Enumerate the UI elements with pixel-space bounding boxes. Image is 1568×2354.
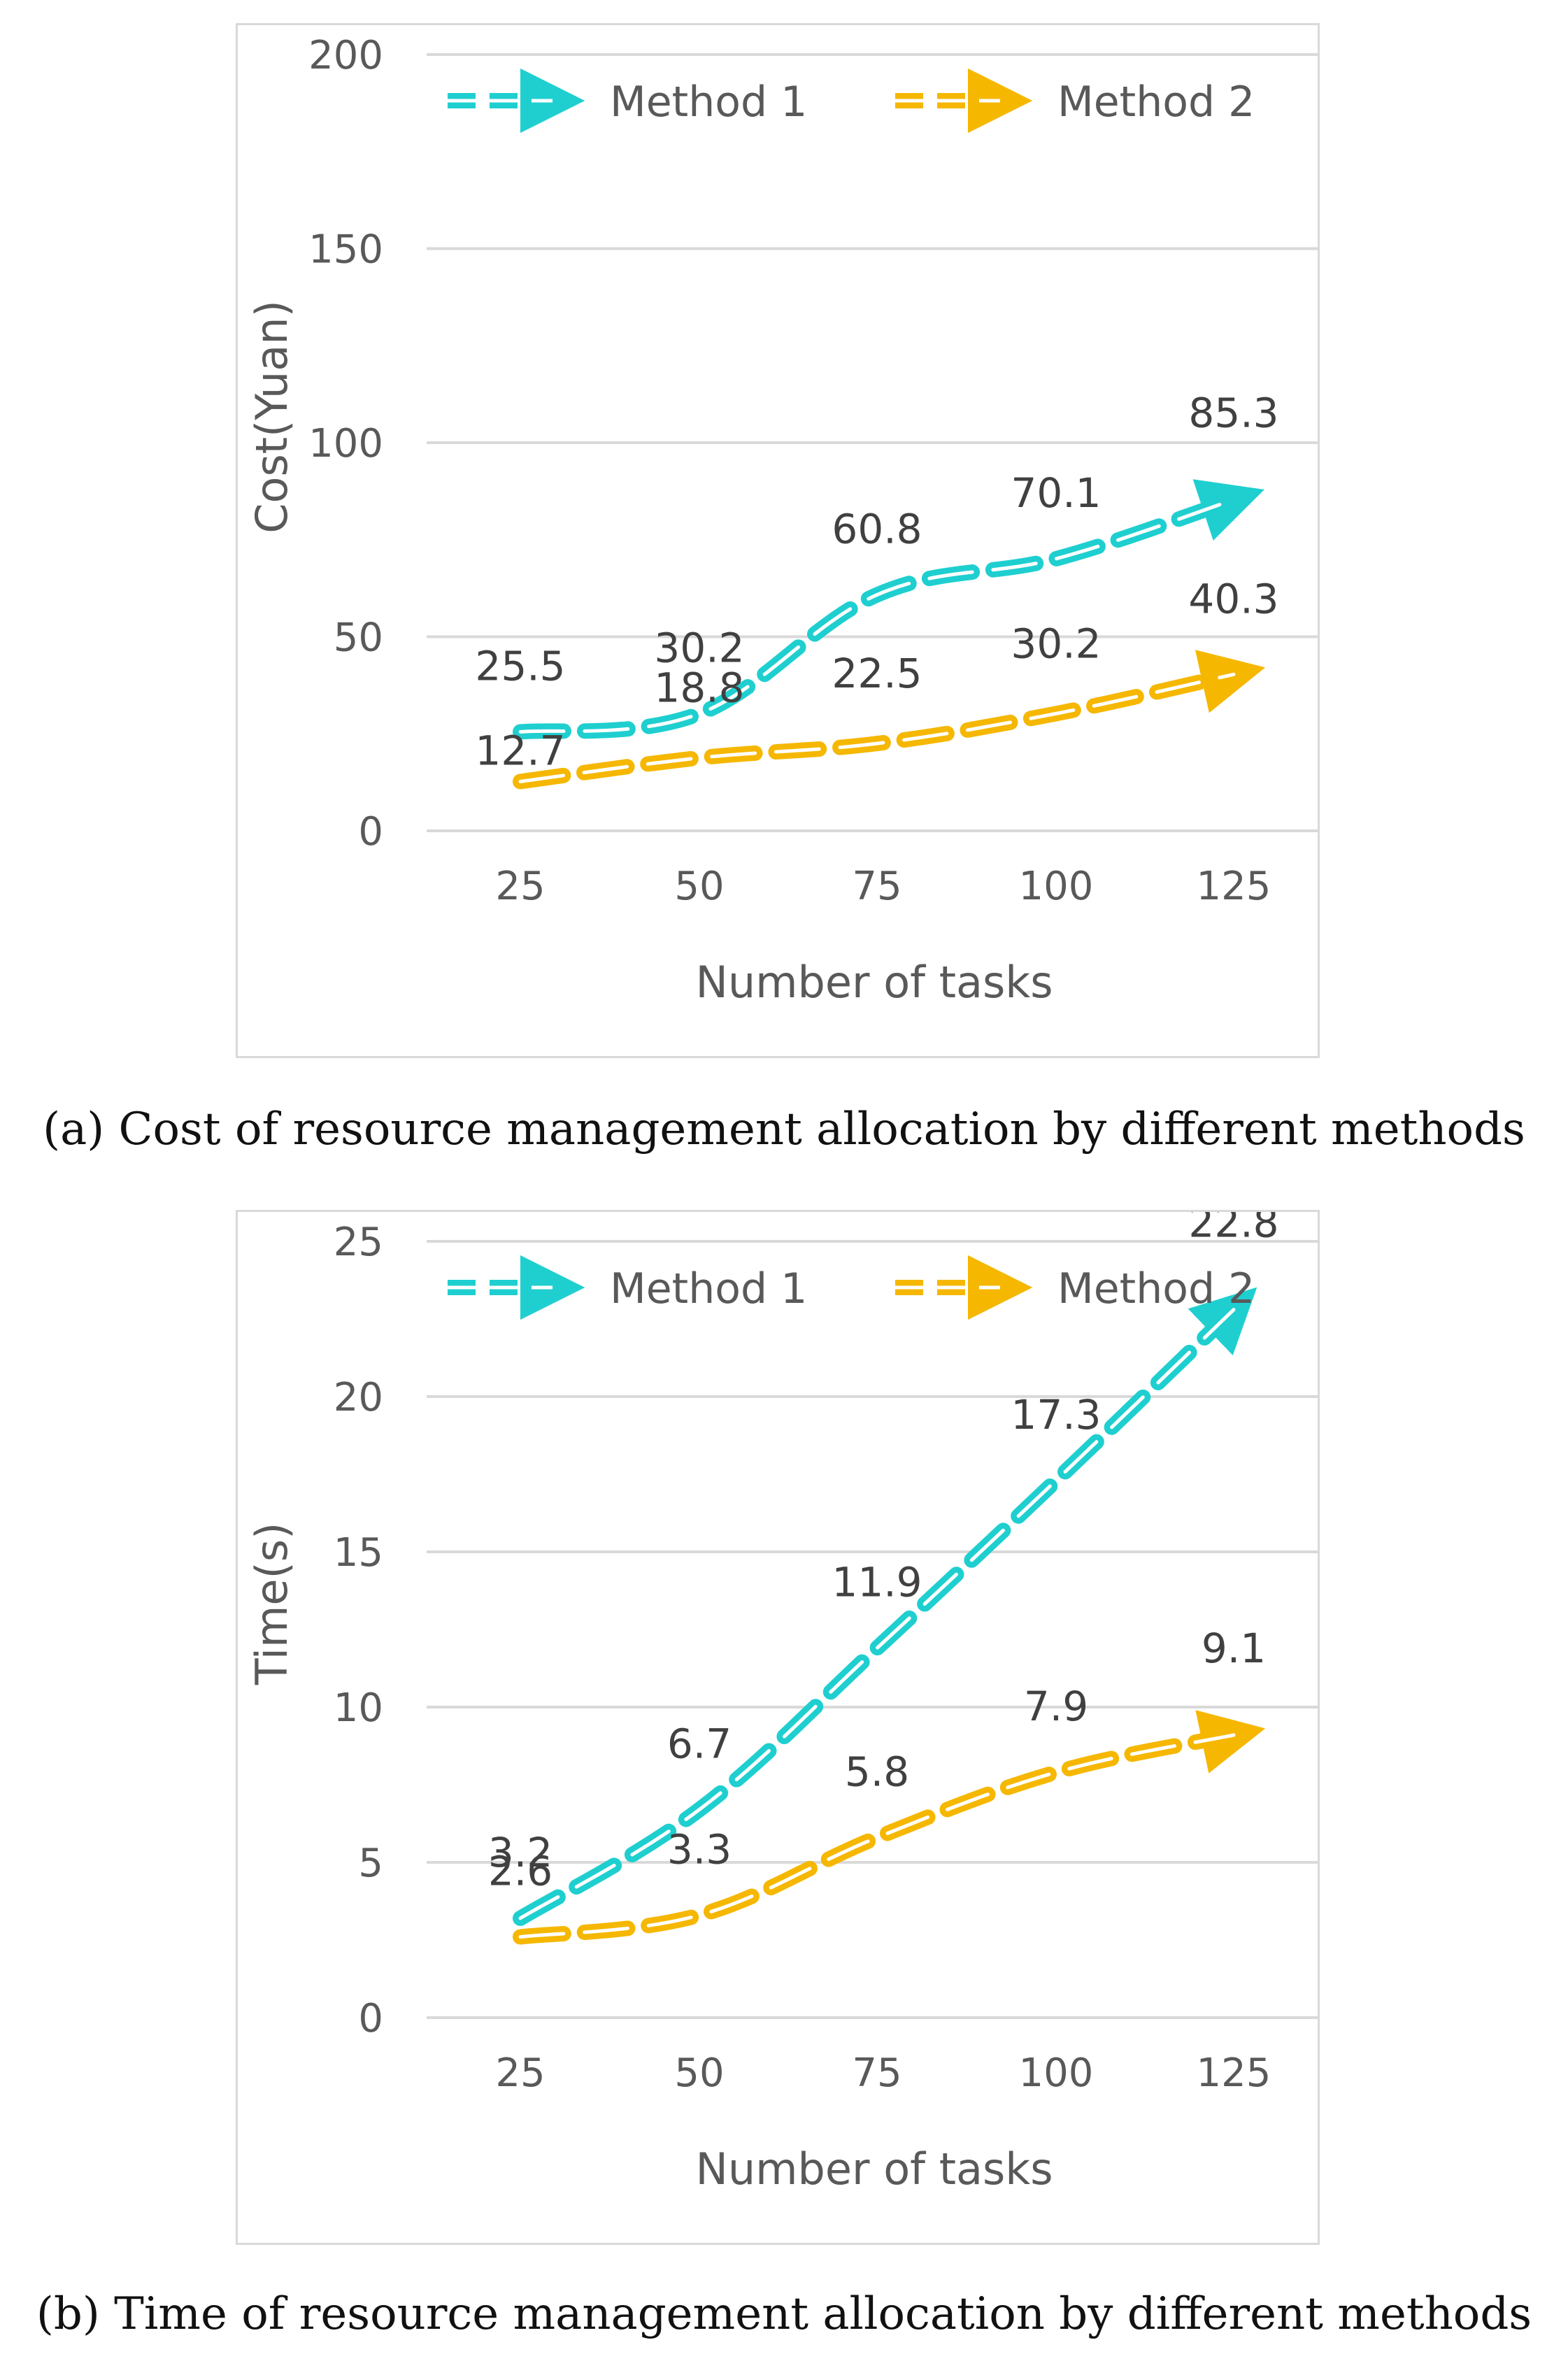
x-tick-label-100: 100 [1019,864,1094,909]
x-tick-label-125: 125 [1197,2050,1271,2096]
data-label-method-2-25: 12.7 [475,727,565,775]
data-point-method-1-25 [520,1918,521,1919]
caption-cost-chart: (a) Cost of resource management allocati… [43,1104,1525,1155]
data-label-method-2-100: 30.2 [1011,620,1101,667]
x-tick-label-25: 25 [495,2050,545,2096]
legend-label-method-1: Method 1 [610,78,807,127]
data-label-method-1-75: 60.8 [832,506,922,553]
series-line-method-1 [513,1287,1257,1926]
x-tick-label-50: 50 [674,864,724,909]
series-line-core-method-1 [518,1308,1236,1920]
x-tick-label-75: 75 [852,864,901,909]
y-tick-label-0: 0 [358,809,383,855]
legend-label-method-2: Method 2 [1057,1264,1255,1313]
series-line-core-method-1 [518,498,1236,734]
x-axis-title: Number of tasks [695,957,1053,1008]
y-tick-label-5: 5 [358,1841,383,1886]
x-tick-label-100: 100 [1019,2050,1094,2096]
y-tick-label-15: 15 [334,1530,383,1576]
data-label-method-2-25: 2.6 [488,1848,553,1895]
legend-label-method-1: Method 1 [610,1264,807,1313]
caption-time-chart: (b) Time of resource management allocati… [36,2288,1532,2340]
data-label-method-2-100: 7.9 [1024,1683,1088,1730]
series-line-core-method-2 [518,672,1236,784]
legend-label-method-2: Method 2 [1057,78,1255,127]
data-label-method-2-75: 5.8 [845,1748,909,1795]
data-label-method-2-125: 40.3 [1188,575,1278,622]
data-label-method-2-50: 18.8 [654,664,744,712]
time-chart: 0 5 10 15 20 25 25 50 75 100 125 Number of tasks Tim… [246,1212,1318,2195]
y-axis-title: Cost(Yuan) [246,300,297,534]
y-tick-label-10: 10 [334,1685,383,1731]
data-point-method-2-125 [1233,1734,1234,1736]
x-axis-title: Number of tasks [695,2143,1053,2195]
data-point-method-1-75 [876,1648,878,1649]
data-point-method-2-100 [1055,1771,1057,1773]
data-point-method-1-50 [699,1809,700,1811]
y-tick-label-100: 100 [308,421,383,466]
x-tick-label-125: 125 [1197,864,1271,909]
y-tick-label-20: 20 [334,1375,383,1420]
data-label-method-2-75: 22.5 [832,650,922,697]
data-label-method-2-50: 3.3 [667,1825,732,1873]
cost-chart: 0 50 100 150 200 25 50 75 100 125 Number of tasks C… [246,33,1318,1008]
data-point-method-1-100 [1055,1480,1057,1481]
data-point-method-1-50 [699,713,700,714]
y-tick-label-50: 50 [334,615,383,661]
data-label-method-1-25: 25.5 [475,642,565,690]
x-tick-label-75: 75 [852,2050,901,2096]
data-point-method-1-75 [876,594,878,596]
data-label-method-1-125: 22.8 [1188,1212,1278,1247]
data-point-method-2-25 [520,1936,521,1938]
data-label-method-1-75: 11.9 [832,1559,922,1606]
y-tick-label-0: 0 [358,1996,383,2041]
x-tick-label-50: 50 [674,2050,724,2096]
data-point-method-2-25 [520,781,521,783]
y-tick-label-25: 25 [334,1220,383,1265]
data-label-method-1-25: 3.2 [488,1829,553,1876]
y-tick-label-150: 150 [308,227,383,273]
data-point-method-2-75 [876,1836,878,1838]
data-point-method-2-125 [1233,673,1234,675]
x-tick-label-25: 25 [495,864,545,909]
data-point-method-2-100 [1055,713,1057,714]
data-label-method-1-100: 70.1 [1011,469,1101,517]
chart-panel-time: 0 5 10 15 20 25 25 50 75 100 125 Number of tasks Tim… [236,1210,1320,2245]
data-label-method-1-125: 85.3 [1188,390,1278,437]
data-label-method-1-50: 6.7 [667,1720,732,1768]
data-label-method-2-125: 9.1 [1202,1625,1266,1672]
y-axis-title: Time(s) [246,1522,297,1685]
data-point-method-2-50 [699,757,700,759]
data-point-method-1-100 [1055,558,1057,559]
data-point-method-1-125 [1233,499,1234,501]
y-tick-label-200: 200 [308,33,383,78]
data-label-method-1-50: 30.2 [654,624,744,671]
data-label-method-1-100: 17.3 [1011,1391,1101,1439]
chart-panel-cost: 0 50 100 150 200 25 50 75 100 125 Number of tasks C… [236,23,1320,1058]
data-point-method-2-50 [699,1914,700,1916]
data-point-method-2-75 [876,743,878,744]
